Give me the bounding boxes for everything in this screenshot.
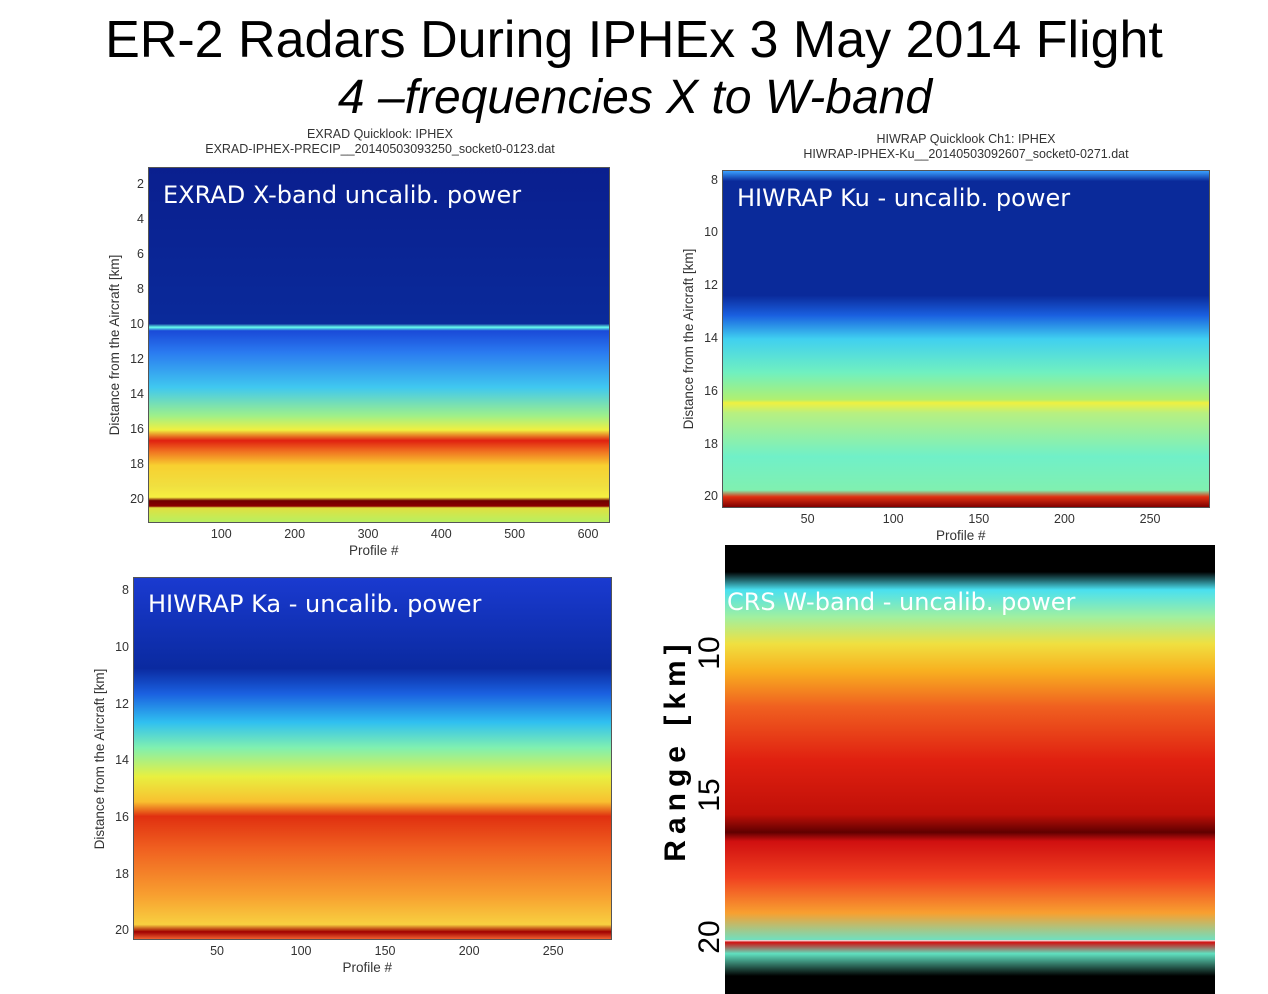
- x-tick-label: 50: [800, 512, 815, 526]
- heatmap-hiwrap-ka: [133, 577, 612, 940]
- y-tick-label: 2: [137, 176, 144, 191]
- y-axis-label: Distance from the Aircraft [km]: [92, 668, 107, 849]
- y-axis-label: Range [km]: [659, 638, 692, 862]
- y-tick-label: 6: [137, 246, 144, 261]
- overlay-label: EXRAD X-band uncalib. power: [163, 181, 522, 209]
- y-tick-label: 12: [704, 278, 718, 293]
- y-tick-label: 10: [693, 636, 726, 670]
- plot-filename: EXRAD-IPHEX-PRECIP__20140503093250_socke…: [205, 142, 555, 156]
- x-tick-label: 200: [1054, 512, 1075, 526]
- y-tick-label: 18: [115, 866, 129, 881]
- y-tick-label: 18: [704, 436, 718, 451]
- plot-title-line: EXRAD Quicklook: IPHEX: [307, 127, 453, 141]
- y-tick-label: 16: [115, 810, 129, 825]
- y-tick-label: 15: [693, 778, 726, 812]
- y-tick-label: 12: [130, 351, 144, 366]
- y-tick-label: 8: [122, 583, 129, 598]
- x-tick-label: 500: [504, 527, 526, 541]
- y-tick-label: 8: [137, 281, 144, 296]
- x-tick-label: 600: [577, 527, 599, 541]
- y-tick-label: 10: [704, 225, 718, 240]
- x-axis-label: Profile #: [936, 528, 986, 543]
- overlay-label: HIWRAP Ku - uncalib. power: [737, 184, 1071, 212]
- y-tick-label: 20: [704, 489, 718, 504]
- x-axis-label: Profile #: [349, 543, 399, 558]
- y-axis-label: Distance from the Aircraft [km]: [107, 254, 122, 436]
- y-tick-label: 10: [130, 316, 144, 331]
- y-tick-label: 14: [704, 331, 718, 345]
- heatmap-exrad: [148, 167, 610, 523]
- y-tick-label: 18: [130, 457, 144, 472]
- overlay-label: HIWRAP Ka - uncalib. power: [148, 590, 482, 618]
- y-tick-label: 16: [704, 383, 718, 398]
- heatmap-hiwrap-ku: [722, 170, 1210, 508]
- slide-title: ER-2 Radars During IPHEx 3 May 2014 Flig…: [105, 11, 1163, 69]
- y-tick-label: 4: [137, 211, 144, 226]
- x-tick-label: 50: [210, 944, 224, 958]
- x-tick-label: 300: [357, 527, 379, 541]
- x-tick-label: 400: [430, 527, 452, 541]
- heatmap-crs: [725, 545, 1215, 994]
- x-tick-label: 150: [968, 512, 990, 526]
- x-tick-label: 100: [882, 512, 904, 526]
- y-tick-label: 14: [115, 753, 129, 768]
- plot-filename: HIWRAP-IPHEX-Ku__20140503092607_socket0-…: [803, 147, 1129, 161]
- y-tick-label: 20: [115, 923, 129, 938]
- x-tick-label: 100: [290, 944, 312, 958]
- y-tick-label: 14: [130, 386, 144, 401]
- plot-title-line: HIWRAP Quicklook Ch1: IPHEX: [876, 132, 1056, 146]
- plot-title: HIWRAP Quicklook Ch1: IPHEX HIWRAP-IPHEX-…: [686, 132, 1246, 162]
- x-tick-label: 100: [210, 527, 232, 541]
- y-tick-label: 16: [130, 422, 144, 437]
- x-tick-label: 150: [374, 944, 396, 958]
- y-tick-label: 20: [130, 492, 144, 507]
- y-tick-label: 10: [115, 639, 129, 654]
- x-tick-label: 200: [284, 527, 306, 541]
- y-tick-label: 20: [693, 920, 726, 954]
- x-tick-label: 250: [542, 944, 564, 958]
- plot-title: EXRAD Quicklook: IPHEX EXRAD-IPHEX-PRECIP…: [120, 127, 640, 157]
- x-tick-label: 250: [1139, 512, 1161, 526]
- y-axis-label: Distance from the Aircraft [km]: [681, 248, 696, 430]
- y-tick-label: 12: [115, 696, 129, 711]
- x-axis-label: Profile #: [342, 960, 393, 975]
- overlay-label: CRS W-band - uncalib. power: [727, 588, 1076, 616]
- slide-subtitle: 4 –frequencies X to W-band: [337, 71, 933, 124]
- x-tick-label: 200: [458, 944, 480, 958]
- y-tick-label: 8: [711, 172, 718, 187]
